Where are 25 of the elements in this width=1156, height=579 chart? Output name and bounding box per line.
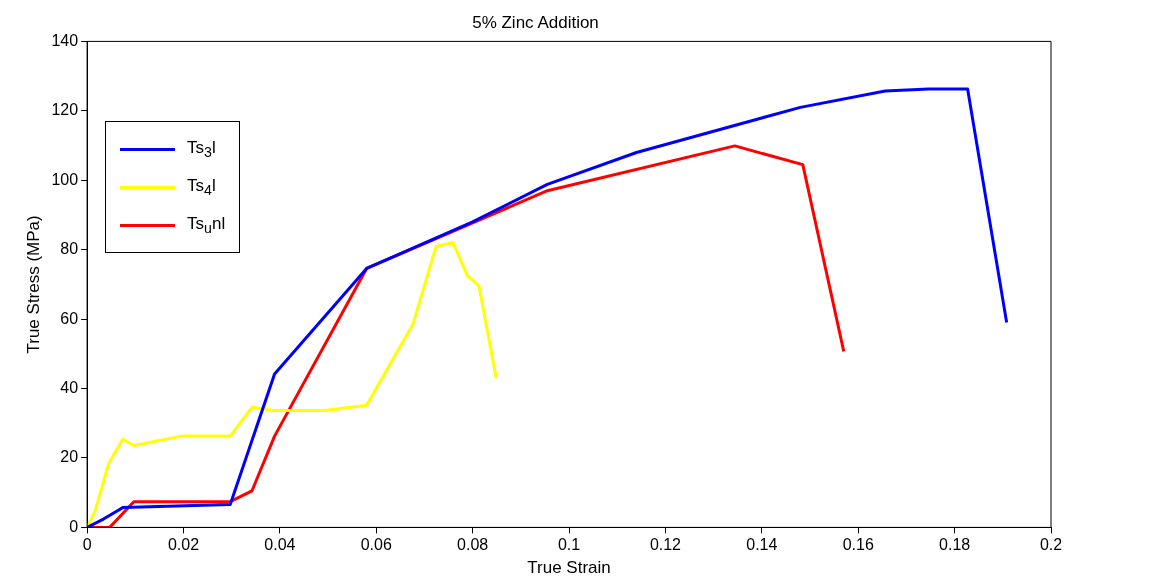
x-tick-label: 0.02 [167, 536, 200, 554]
x-tick-label: 0.2 [1039, 536, 1063, 554]
x-axis-title: True Strain [527, 558, 611, 578]
y-tick-label: 120 [51, 101, 79, 119]
y-tick-label: 60 [60, 309, 79, 327]
x-tick-label: 0.04 [264, 536, 296, 554]
x-tick-label: 0.14 [746, 536, 778, 554]
legend-label: Ts$_{u}$nl [187, 214, 226, 237]
y-tick-label: 100 [51, 170, 79, 188]
x-tick-label: 0.06 [360, 536, 392, 554]
x-tick-label: 0.12 [649, 536, 682, 554]
x-tick-label: 0.1 [557, 536, 581, 554]
legend-label: Ts$_{4}$l [187, 176, 216, 199]
y-tick-label: 40 [60, 378, 79, 396]
x-tick-label: 0 [82, 536, 92, 554]
y-tick-label: 80 [60, 240, 79, 258]
y-axis-title: True Stress (MPa) [23, 215, 43, 354]
x-tick-label: 0.08 [457, 536, 489, 554]
y-tick-label: 140 [51, 31, 79, 49]
x-tick-label: 0.16 [842, 536, 874, 554]
y-tick-label: 0 [69, 517, 79, 535]
chart-title: 5% Zinc Addition [472, 12, 599, 32]
y-tick-label: 20 [60, 448, 79, 466]
legend-label: Ts$_{3}$l [187, 138, 216, 161]
x-tick-label: 0.18 [939, 536, 971, 554]
